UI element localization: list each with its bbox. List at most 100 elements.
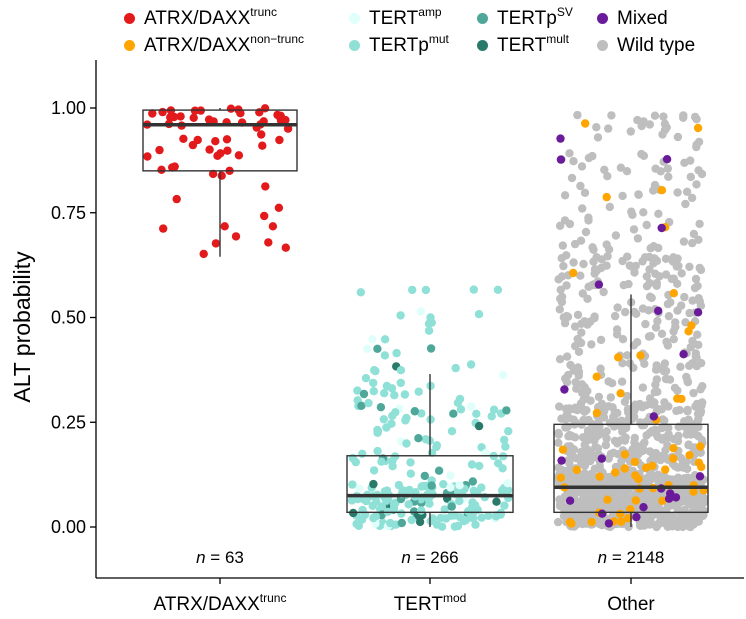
legend-label: ATRX/DAXXnon−trunc [144, 32, 304, 56]
data-point-tertp_mut [459, 516, 469, 526]
data-point-atrx_trunc [159, 224, 168, 233]
data-point-wildtype [618, 359, 627, 368]
data-point-wildtype [625, 261, 634, 270]
data-point-wildtype [600, 165, 609, 174]
data-point-tert_amp [446, 483, 455, 492]
data-point-wildtype [679, 113, 688, 123]
data-point-atrx_trunc [260, 211, 269, 221]
data-point-tertp_mut [451, 363, 460, 373]
data-point-wildtype [615, 488, 624, 497]
data-point-wildtype [698, 382, 707, 391]
data-point-atrx_nontrunc [669, 289, 678, 298]
data-point-wildtype [631, 400, 640, 409]
data-point-wildtype [554, 428, 563, 438]
data-point-wildtype [657, 423, 666, 433]
data-point-wildtype [673, 132, 683, 142]
data-point-wildtype [576, 514, 585, 524]
data-point-atrx_nontrunc [689, 487, 698, 496]
y-axis-label: ALT probability [9, 251, 35, 403]
data-point-tertp_mut [489, 405, 499, 414]
data-point-wildtype [612, 325, 622, 334]
data-point-tertp_sv [502, 406, 511, 415]
data-point-tertp_mut [450, 522, 460, 531]
data-point-tertp_mut [500, 435, 509, 445]
data-point-wildtype [653, 404, 662, 414]
data-point-tertp_mut [379, 415, 388, 424]
data-point-wildtype [584, 153, 594, 163]
data-point-wildtype [637, 447, 647, 456]
data-point-atrx_nontrunc [620, 464, 629, 473]
data-point-wildtype [687, 496, 697, 505]
data-point-wildtype [693, 281, 702, 291]
data-point-wildtype [655, 272, 664, 281]
data-point-tert_amp [368, 335, 377, 344]
data-point-tertp_mut [475, 461, 484, 471]
data-point-wildtype [683, 378, 693, 387]
data-point-wildtype [604, 454, 613, 463]
data-point-atrx_nontrunc [693, 123, 703, 133]
data-point-wildtype [645, 120, 654, 129]
data-point-wildtype [605, 202, 614, 212]
data-point-wildtype [673, 279, 682, 288]
data-point-wildtype [649, 242, 658, 251]
x-tick-label: Other [607, 594, 655, 615]
data-point-wildtype [560, 191, 570, 200]
data-point-wildtype [674, 261, 683, 271]
data-point-wildtype [663, 502, 673, 512]
data-point-wildtype [683, 429, 693, 438]
data-point-atrx_nontrunc [611, 468, 620, 477]
data-point-wildtype [565, 149, 574, 158]
data-point-tertp_mut [392, 348, 401, 358]
data-point-wildtype [604, 377, 613, 386]
data-point-atrx_nontrunc [595, 472, 604, 481]
data-point-wildtype [567, 173, 577, 183]
legend-swatch [477, 40, 488, 51]
data-point-atrx_nontrunc [696, 442, 705, 451]
data-point-tertp_mut [380, 335, 390, 344]
data-point-tert_amp [466, 402, 476, 411]
box-iqr [142, 109, 298, 172]
data-point-atrx_trunc [217, 171, 226, 180]
legend-item-mixed: Mixed [597, 9, 668, 28]
data-point-wildtype [592, 253, 601, 262]
data-point-wildtype [669, 335, 678, 344]
data-point-wildtype [619, 280, 628, 290]
data-point-tertp_sv [397, 518, 406, 528]
data-point-atrx_trunc [193, 135, 202, 145]
data-point-tertp_mut [361, 374, 371, 383]
data-point-tertp_mut [471, 501, 480, 510]
data-point-atrx_nontrunc [614, 353, 623, 362]
data-point-wildtype [660, 359, 670, 368]
data-point-tertp_mut [396, 366, 406, 375]
legend-label: ATRX/DAXXtrunc [144, 5, 277, 29]
data-point-wildtype [583, 500, 593, 510]
data-point-wildtype [565, 219, 575, 229]
data-point-wildtype [596, 335, 606, 345]
data-point-atrx_nontrunc [569, 268, 578, 278]
data-point-tertp_mut [370, 366, 379, 375]
data-point-atrx_trunc [170, 162, 179, 171]
data-point-atrx_trunc [283, 124, 293, 133]
data-point-wildtype [696, 265, 706, 275]
data-point-atrx_nontrunc [634, 474, 643, 484]
data-point-wildtype [556, 285, 565, 294]
box-1 [346, 374, 514, 527]
data-point-tertp_mut [484, 511, 493, 520]
data-point-wildtype [589, 245, 598, 254]
data-point-atrx_nontrunc [630, 457, 640, 467]
data-point-wildtype [617, 457, 626, 466]
data-point-wildtype [557, 414, 566, 423]
data-point-wildtype [603, 172, 612, 181]
data-point-wildtype [618, 191, 627, 201]
data-point-atrx_trunc [208, 169, 218, 179]
data-point-atrx_nontrunc [602, 192, 611, 202]
data-point-wildtype [610, 311, 620, 321]
data-point-tertp_mut [389, 504, 399, 513]
data-point-tert_mult [415, 517, 425, 527]
data-point-wildtype [603, 487, 612, 496]
data-point-tertp_mut [358, 449, 367, 458]
data-point-wildtype [638, 257, 647, 266]
data-point-tertp_mut [364, 398, 373, 408]
data-point-mixed [679, 350, 688, 359]
data-point-mixed [693, 308, 703, 317]
